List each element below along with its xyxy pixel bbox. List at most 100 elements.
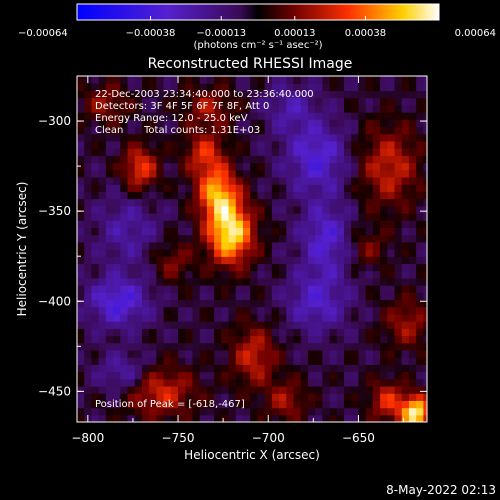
heatmap-cell (84, 126, 93, 135)
heatmap-cell (394, 140, 403, 149)
heatmap-cell (279, 299, 287, 308)
heatmap-cell (351, 133, 360, 142)
heatmap-cell (264, 357, 273, 365)
heatmap-cell (286, 169, 295, 178)
heatmap-cell (178, 342, 186, 351)
heatmap-cell (77, 299, 85, 308)
heatmap-cell (228, 342, 237, 351)
heatmap-cell (206, 119, 215, 128)
heatmap-cell (322, 414, 331, 422)
heatmap-cell (423, 299, 427, 308)
heatmap-cell (401, 328, 410, 337)
heatmap-cell (286, 249, 295, 257)
heatmap-cell (358, 349, 367, 358)
heatmap-cell (134, 364, 143, 373)
heatmap-cell (178, 371, 186, 380)
heatmap-cell (242, 349, 251, 358)
heatmap-cell (372, 414, 381, 422)
heatmap-cell (300, 234, 309, 243)
heatmap-cell (401, 263, 410, 272)
heatmap-cell (408, 198, 417, 207)
heatmap-cell (416, 112, 424, 120)
heatmap-cell (127, 385, 136, 394)
heatmap-cell (178, 140, 186, 149)
heatmap-cell (163, 220, 172, 228)
heatmap-cell (156, 148, 165, 156)
heatmap-cell (344, 241, 352, 250)
heatmap-cell (120, 162, 129, 171)
heatmap-cell (199, 342, 208, 351)
heatmap-cell (120, 155, 129, 164)
heatmap-cell (250, 119, 259, 128)
heatmap-cell (394, 364, 403, 373)
heatmap-cell (221, 364, 230, 373)
heatmap-cell (192, 400, 201, 409)
heatmap-cell (365, 234, 374, 243)
heatmap-cell (351, 414, 360, 422)
heatmap-cell (307, 198, 316, 207)
heatmap-cell (105, 335, 114, 344)
heatmap-cell (228, 385, 237, 394)
heatmap-cell (199, 97, 208, 106)
heatmap-cell (293, 256, 302, 265)
heatmap-cell (257, 227, 266, 236)
heatmap-cell (423, 256, 427, 265)
heatmap-cell (401, 335, 410, 344)
heatmap-cell (423, 212, 427, 221)
colorbar-tick-label: 0.00064 (455, 28, 496, 39)
heatmap-cell (163, 313, 172, 322)
heatmap-cell (134, 378, 143, 387)
heatmap-cell (105, 162, 114, 171)
heatmap-cell (84, 285, 93, 293)
heatmap-cell (228, 285, 237, 293)
heatmap-cell (322, 191, 331, 200)
heatmap-cell (322, 349, 331, 358)
heatmap-cell (228, 220, 237, 228)
heatmap-cell (98, 148, 107, 156)
heatmap-cell (365, 342, 374, 351)
heatmap-cell (221, 198, 230, 207)
heatmap-cell (279, 176, 287, 185)
heatmap-cell (120, 97, 129, 106)
heatmap-cell (199, 357, 208, 365)
heatmap-cell (286, 393, 295, 401)
heatmap-cell (365, 285, 374, 293)
heatmap-cell (105, 378, 114, 387)
heatmap-cell (235, 277, 244, 286)
heatmap-cell (416, 184, 424, 192)
heatmap-cell (221, 155, 230, 164)
heatmap-cell (322, 169, 331, 178)
heatmap-cell (250, 385, 259, 394)
heatmap-cell (134, 313, 143, 322)
heatmap-cell (351, 169, 360, 178)
heatmap-cell (214, 385, 222, 394)
heatmap-cell (134, 184, 143, 192)
heatmap-cell (170, 126, 179, 135)
heatmap-cell (192, 112, 201, 120)
heatmap-cell (149, 133, 157, 142)
heatmap-cell (120, 184, 129, 192)
heatmap-cell (264, 285, 273, 293)
heatmap-cell (365, 227, 374, 236)
heatmap-cell (163, 104, 172, 113)
heatmap-cell (257, 414, 266, 422)
footer-date: 8-May-2022 02:13 (386, 483, 496, 497)
heatmap-cell (271, 227, 280, 236)
heatmap-cell (358, 256, 367, 265)
heatmap-cell (279, 393, 287, 401)
heatmap-cell (127, 191, 136, 200)
heatmap-cell (279, 306, 287, 315)
heatmap-cell (170, 371, 179, 380)
heatmap-cell (351, 76, 360, 84)
heatmap-cell (113, 414, 121, 422)
heatmap-cell (401, 212, 410, 221)
heatmap-cell (214, 321, 222, 329)
heatmap-cell (264, 249, 273, 257)
heatmap-cell (192, 155, 201, 164)
heatmap-cell (315, 83, 323, 92)
heatmap-cell (228, 184, 237, 192)
heatmap-cell (344, 393, 352, 401)
heatmap-cell (307, 169, 316, 178)
heatmap-cell (358, 249, 367, 257)
heatmap-cell (98, 256, 107, 265)
